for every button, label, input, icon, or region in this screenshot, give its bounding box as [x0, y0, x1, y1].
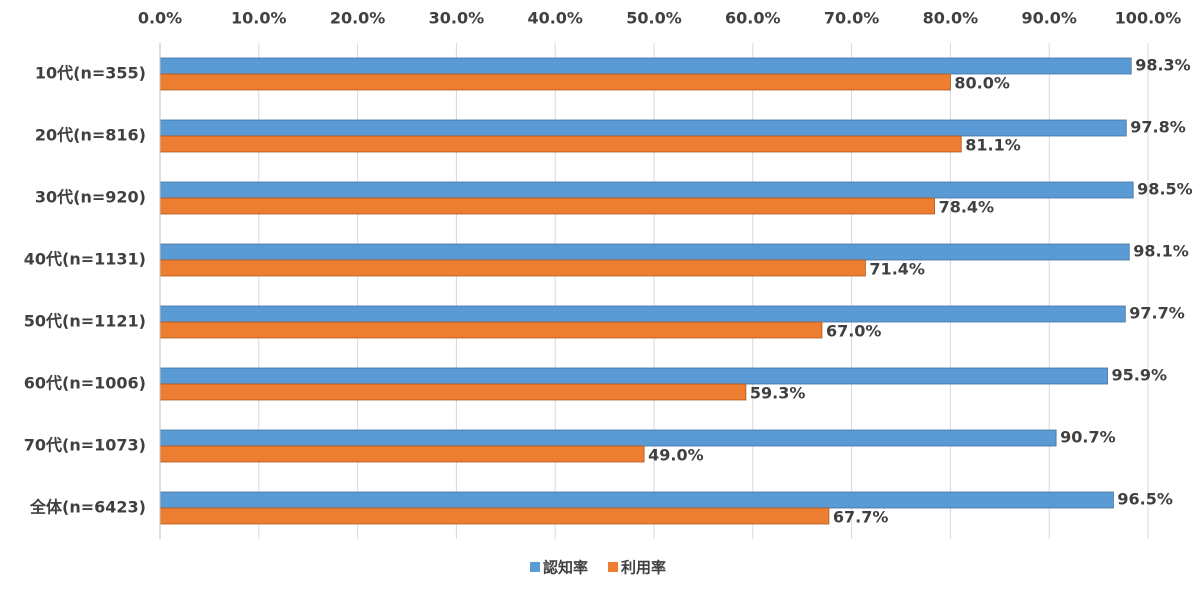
data-label: 78.4% [939, 198, 995, 217]
data-label: 71.4% [869, 260, 925, 279]
bar [159, 305, 1126, 323]
bar [159, 181, 1134, 199]
data-label: 95.9% [1111, 366, 1167, 385]
legend-label: 利用率 [621, 559, 666, 577]
legend-label: 認知率 [543, 559, 588, 577]
bar [159, 243, 1130, 261]
data-label: 98.3% [1135, 56, 1191, 75]
bar [159, 367, 1108, 385]
y-tick-label: 10代(n=355) [35, 64, 146, 83]
legend-swatch [530, 562, 540, 572]
data-label: 96.5% [1117, 490, 1173, 509]
bar [159, 119, 1127, 137]
x-tick-label: 80.0% [923, 9, 979, 28]
legend-swatch [608, 562, 619, 572]
x-tick-label: 0.0% [138, 9, 182, 28]
y-tick-label: 40代(n=1131) [24, 250, 146, 269]
y-tick-label: 全体(n=6423) [29, 498, 146, 517]
bar [159, 259, 866, 277]
data-label: 98.5% [1137, 180, 1193, 199]
x-tick-label: 30.0% [429, 9, 485, 28]
bar [159, 73, 951, 91]
bar [159, 321, 823, 339]
data-label: 97.8% [1130, 118, 1186, 137]
bar [159, 491, 1114, 509]
bar [159, 135, 962, 153]
data-label: 80.0% [954, 74, 1010, 93]
x-tick-label: 10.0% [231, 9, 287, 28]
y-tick-label: 70代(n=1073) [24, 436, 146, 455]
data-label: 98.1% [1133, 242, 1189, 261]
x-tick-label: 50.0% [626, 9, 682, 28]
data-label: 81.1% [965, 136, 1021, 155]
y-tick-label: 60代(n=1006) [24, 374, 146, 393]
bar [159, 383, 747, 401]
x-tick-label: 60.0% [725, 9, 781, 28]
data-label: 49.0% [648, 446, 704, 465]
data-label: 59.3% [750, 384, 806, 403]
x-tick-label: 20.0% [330, 9, 386, 28]
y-tick-label: 20代(n=816) [35, 126, 146, 145]
bar [159, 445, 645, 463]
bar [159, 429, 1057, 447]
bar [159, 57, 1132, 75]
x-tick-label: 90.0% [1021, 9, 1077, 28]
data-label: 67.0% [826, 322, 882, 341]
bar [159, 197, 935, 215]
x-tick-label: 40.0% [527, 9, 583, 28]
y-tick-label: 30代(n=920) [35, 188, 146, 207]
data-label: 97.7% [1129, 304, 1185, 323]
x-tick-label: 70.0% [824, 9, 880, 28]
x-tick-label: 100.0% [1115, 9, 1182, 28]
data-label: 90.7% [1060, 428, 1116, 447]
y-tick-label: 50代(n=1121) [24, 312, 146, 331]
bar [159, 507, 830, 525]
data-label: 67.7% [833, 508, 889, 527]
